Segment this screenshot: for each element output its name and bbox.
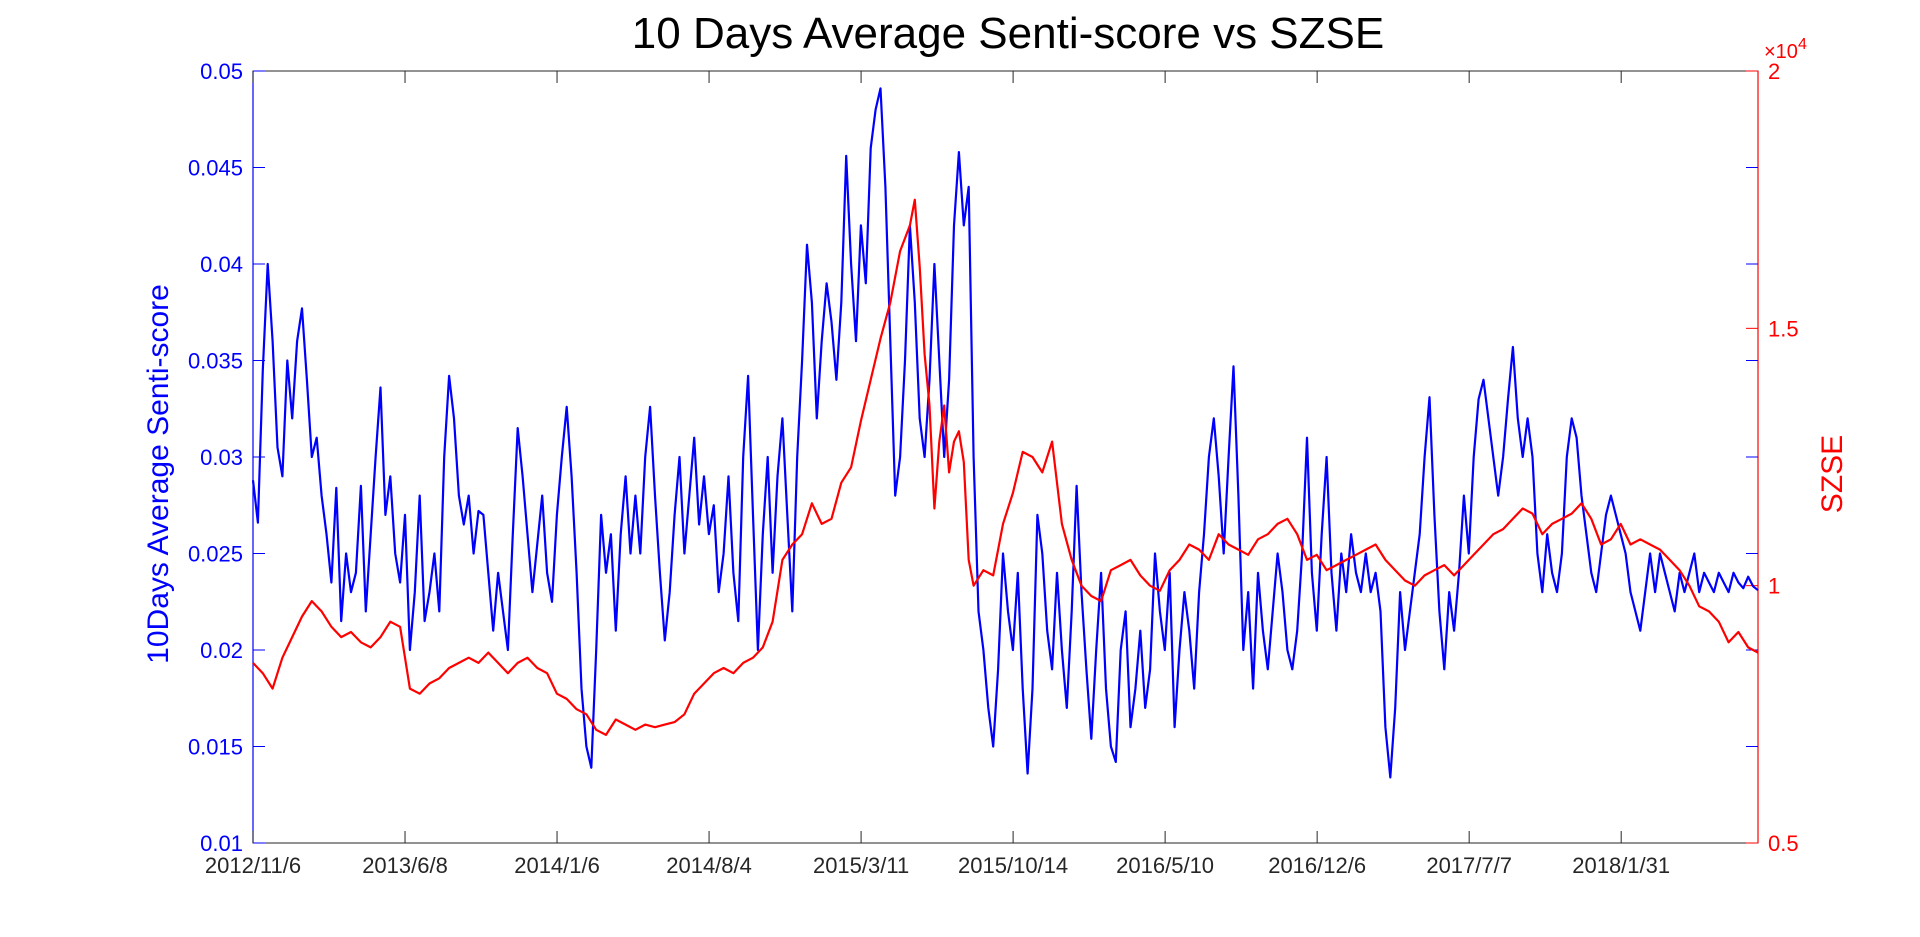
x-tick-label: 2014/1/6 <box>514 853 600 878</box>
exponent-power: 4 <box>1798 36 1807 53</box>
y-right-tick-label: 1 <box>1768 574 1780 599</box>
x-tick-label: 2014/8/4 <box>666 853 752 878</box>
x-tick-label: 2018/1/31 <box>1572 853 1670 878</box>
y-axis-right-label: SZSE <box>1816 435 1849 513</box>
plot-area: 2012/11/6 2013/6/8 2014/1/6 2014/8/4 2015/3/… <box>188 59 1799 878</box>
y-left-tick-label: 0.03 <box>200 445 243 470</box>
x-tick-label: 2012/11/6 <box>205 853 301 878</box>
y-right-tick-label: 1.5 <box>1768 316 1799 341</box>
x-tick-label: 2015/10/14 <box>958 853 1068 878</box>
x-tick-label: 2016/12/6 <box>1268 853 1366 878</box>
x-tick-label: 2013/6/8 <box>362 853 448 878</box>
y-left-tick-label: 0.015 <box>188 735 243 760</box>
exponent-base: ×10 <box>1764 41 1798 63</box>
x-tick-label: 2015/3/11 <box>813 853 909 878</box>
y-left-tick-label: 0.04 <box>200 252 243 277</box>
senti-score-line <box>251 87 1759 779</box>
szse-line <box>252 198 1759 736</box>
x-tick-label: 2016/5/10 <box>1116 853 1214 878</box>
y-axis-right-exponent: ×104 <box>1764 36 1807 63</box>
y-right-tick-label: 2 <box>1768 59 1780 84</box>
y-left-tick-label: 0.02 <box>200 638 243 663</box>
y-left-tick-label: 0.045 <box>188 156 243 181</box>
y-right-tick-label: 0.5 <box>1768 831 1799 856</box>
y-axis-left-label: 10Days Average Senti-score <box>142 284 175 664</box>
x-tick-label: 2017/7/7 <box>1426 853 1512 878</box>
y-left-tick-label: 0.025 <box>188 542 243 567</box>
y-left-tick-label: 0.01 <box>200 831 243 856</box>
y-left-tick-label: 0.035 <box>188 349 243 374</box>
chart-title: 10 Days Average Senti-score vs SZSE <box>632 9 1384 58</box>
y-left-tick-label: 0.05 <box>200 59 243 84</box>
